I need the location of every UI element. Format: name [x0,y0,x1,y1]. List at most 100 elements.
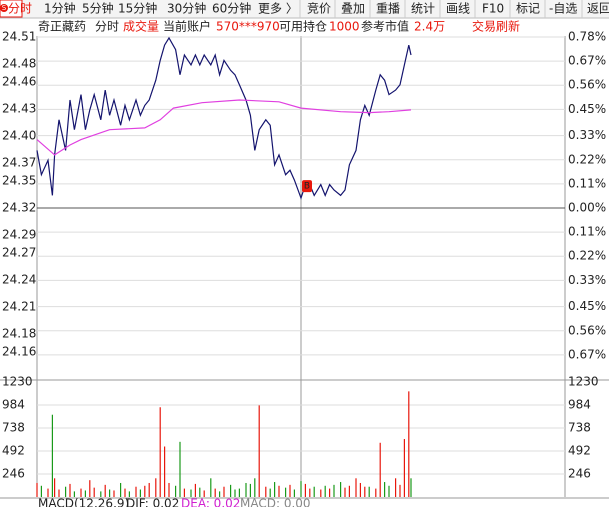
position-label: 可用持仓 [279,19,327,34]
volume-bar [379,442,381,497]
volume-bar [73,491,75,497]
y2-tick-label: 0.33% [568,128,606,142]
volume-bar [234,489,236,497]
stock-name: 奇正藏药 [38,20,86,34]
volume-bar [300,481,302,497]
y2-tick-label: 738 [568,421,591,435]
volume-bar [51,414,53,497]
y2-tick-label: 0.22% [568,249,606,263]
tool-button[interactable]: -自选 [549,2,577,16]
y-tick-label: 738 [2,421,25,435]
volume-bar [340,482,342,497]
volume-bar [230,484,232,497]
toolbar-bg [0,0,609,18]
trade-marker: B [304,182,310,192]
tool-button[interactable]: 画线 [446,2,470,16]
volume-bar [320,489,322,497]
y-tick-label: 24.48 [2,57,36,71]
volume-bar [69,483,71,497]
y-tick-label: 24.27 [2,246,36,260]
tool-button[interactable]: 标记 [516,2,540,16]
volume-bar [249,483,251,497]
volume-bar [285,487,287,497]
volume-bar [265,486,267,497]
volume-bar [135,486,137,497]
y2-tick-label: 0.56% [568,323,606,337]
tool-button[interactable]: 重播 [376,2,400,16]
y2-tick-label: 984 [568,398,591,412]
volume-bar [403,439,405,497]
tool-button[interactable]: 叠加 [341,2,365,16]
refresh-button[interactable]: 交易刷新 [472,19,520,34]
y2-tick-label: 0.11% [568,176,606,190]
volume-bar [175,485,177,497]
volume-bar [355,478,357,497]
volume-bar [89,480,91,497]
volume-bar [324,485,326,497]
volume-bar [159,407,161,497]
y2-tick-label: 0.22% [568,152,606,166]
volume-bar [410,478,412,497]
volume-bar [179,441,181,497]
y-tick-label: 24.21 [2,300,36,314]
y2-tick-label: 0.56% [568,78,606,92]
volume-bar [54,478,56,497]
volume-bar [258,405,260,497]
volume-bar [128,491,130,497]
volume-bar [155,478,157,497]
volume-bar [36,482,38,497]
tab[interactable]: 15分钟 [118,1,157,16]
tool-button[interactable]: F10 [482,2,504,16]
trade-marker-box [302,180,312,193]
volume-bar [84,490,86,497]
y-tick-label: 24.35 [2,174,36,188]
mode: 分时 [95,20,119,34]
y2-tick-label: 0.45% [568,102,606,116]
toolbar-separators [299,0,583,18]
y-tick-label: 492 [2,444,25,458]
y2-tick-label: 0.33% [568,273,606,287]
tab[interactable]: 60分钟 [212,1,251,16]
volume-bar [399,484,401,497]
tab[interactable]: 分时 [8,2,32,16]
volume-bar [47,488,49,497]
market-value: 2.4万 [414,20,445,34]
tab[interactable]: 更多 〉 [258,2,298,16]
volume-bar [113,490,115,497]
macd-dea: DEA: 0.02 [181,497,240,507]
y2-tick-label: 0.67% [568,54,606,68]
tool-button[interactable]: 返回 [587,2,609,16]
y-tick-label: 24.43 [2,102,36,116]
tab[interactable]: 30分钟 [167,1,206,16]
account: 570***970 [216,20,280,34]
tab[interactable]: 5分钟 [82,1,114,16]
volume-bar [245,482,247,497]
y-tick-label: 24.40 [2,129,36,143]
y2-tick-label: 0.00% [568,201,606,215]
tool-button[interactable]: 统计 [411,2,435,16]
tool-button[interactable]: 竞价 [307,2,331,16]
volume-bar [278,485,280,497]
macd-label: MACD(12,26,9) [38,497,129,507]
volume-bar [293,489,295,497]
volume-bar [274,482,276,497]
volume-bar [313,486,315,497]
y-tick-label: 984 [2,398,25,412]
volume-bar [333,484,335,497]
volume-bar [80,488,82,497]
y-tick-label: 24.32 [2,201,36,215]
tab[interactable]: 1分钟 [44,1,76,16]
y2-tick-label: 0.45% [568,299,606,313]
volume-bar [199,487,201,497]
volume-bar [190,489,192,497]
y2-tick-label: 1230 [568,375,599,389]
volume-bar [388,485,390,497]
y2-tick-label: 246 [568,467,591,481]
volume-bar [329,488,331,497]
volume-bar [384,482,386,497]
y2-tick-label: 0.78% [568,30,606,44]
y-tick-label: 24.24 [2,273,36,287]
volume-bar [304,483,306,497]
